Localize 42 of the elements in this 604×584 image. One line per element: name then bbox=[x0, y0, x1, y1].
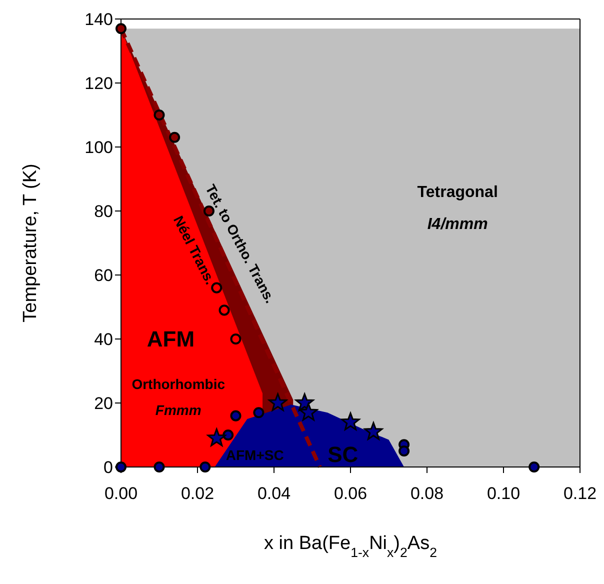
y-tick-label: 60 bbox=[94, 266, 113, 286]
y-tick-label: 120 bbox=[84, 74, 113, 94]
x-tick-label: 0.04 bbox=[257, 484, 291, 504]
y-tick-label: 40 bbox=[94, 330, 113, 350]
point bbox=[253, 407, 264, 418]
y-axis-title: Temperature, T (K) bbox=[20, 164, 41, 322]
point bbox=[169, 132, 180, 143]
y-tick-label: 140 bbox=[84, 10, 113, 30]
point bbox=[154, 461, 165, 473]
point bbox=[218, 304, 230, 316]
point bbox=[398, 445, 410, 457]
annotation: Tetragonal bbox=[417, 184, 498, 202]
x-tick-label: 0.12 bbox=[563, 484, 597, 504]
x-tick-label: 0.06 bbox=[334, 484, 368, 504]
point bbox=[154, 109, 165, 121]
y-tick-label: 80 bbox=[94, 202, 113, 222]
y-tick-label: 20 bbox=[94, 394, 113, 414]
annotation: Néel Trans. bbox=[170, 213, 219, 287]
point bbox=[211, 282, 222, 294]
point bbox=[299, 402, 318, 421]
annotation: SC bbox=[328, 442, 358, 467]
x-tick-label: 0.08 bbox=[410, 484, 444, 504]
point bbox=[115, 23, 127, 34]
point bbox=[207, 428, 226, 446]
point bbox=[364, 422, 383, 440]
x-tick-label: 0.10 bbox=[486, 484, 520, 504]
x-axis-title: x in Ba(Fe$_{1-x}$Ni$_{x}$)$_{2}$As$_{2}$ bbox=[264, 533, 438, 560]
annotation: Fmmm bbox=[155, 402, 202, 418]
point bbox=[230, 333, 242, 345]
point bbox=[268, 393, 288, 412]
x-tick-label: 0.00 bbox=[104, 484, 138, 504]
point bbox=[341, 412, 360, 430]
y-tick-label: 0 bbox=[104, 458, 113, 478]
y-tick-label: 100 bbox=[84, 138, 113, 158]
x-tick-label: 0.02 bbox=[180, 484, 214, 504]
point bbox=[230, 410, 242, 422]
annotation: AFM+SC bbox=[226, 446, 284, 462]
annotation: I4/mmm bbox=[427, 216, 488, 234]
point bbox=[200, 461, 211, 473]
annotation: Orthorhombic bbox=[132, 376, 226, 392]
point bbox=[528, 461, 540, 473]
annotation: AFM bbox=[146, 326, 195, 352]
